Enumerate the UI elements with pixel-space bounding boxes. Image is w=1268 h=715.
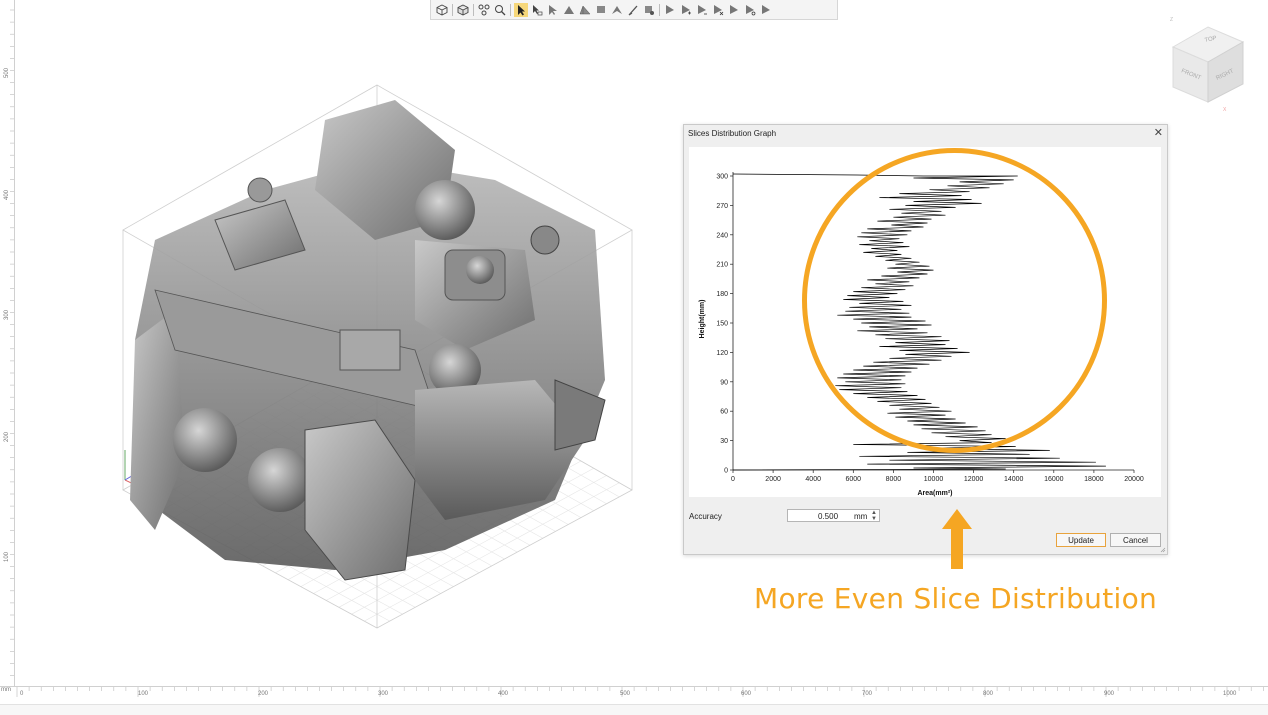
y-tick-label: 90 — [720, 379, 728, 386]
select-plane-icon[interactable] — [663, 3, 677, 17]
x-tick-label: 18000 — [1084, 476, 1104, 483]
x-tick-label: 2000 — [765, 476, 781, 483]
x-tick-label: 0 — [731, 476, 735, 483]
select-paint-icon[interactable] — [642, 3, 656, 17]
status-bar — [0, 704, 1268, 715]
ruler-bottom-label: 300 — [378, 691, 389, 697]
select-box-icon[interactable] — [594, 3, 608, 17]
ruler-left-label: 400 — [4, 189, 10, 200]
grid-line — [364, 482, 620, 622]
horizontal-ruler — [0, 686, 1268, 705]
toolbar-separator — [510, 3, 511, 16]
highlight-circle — [802, 148, 1107, 453]
resize-grip-icon[interactable] — [1160, 547, 1166, 553]
ruler-left-label: 100 — [4, 551, 10, 562]
y-tick-label: 270 — [716, 203, 728, 210]
ruler-left-label: 300 — [4, 309, 10, 320]
close-icon[interactable]: ✕ — [1153, 127, 1163, 139]
y-axis-label: Height(mm) — [699, 300, 706, 339]
ruler-bottom-label: 200 — [258, 691, 269, 697]
ruler-bottom-label: 100 — [138, 691, 149, 697]
accuracy-input[interactable]: 0.500 mm ▲ ▼ — [787, 509, 880, 522]
select-ok-icon[interactable] — [727, 3, 741, 17]
select-check-icon[interactable] — [759, 3, 773, 17]
ruler-bottom-label: 600 — [741, 691, 752, 697]
update-button[interactable]: Update — [1056, 533, 1106, 547]
select-brush-icon[interactable] — [626, 3, 640, 17]
y-tick-label: 60 — [720, 409, 728, 416]
y-tick-label: 300 — [716, 174, 728, 181]
x-axis-label: Area(mm²) — [917, 490, 952, 497]
build-volume-viewport[interactable] — [115, 80, 645, 640]
y-tick-label: 0 — [724, 468, 728, 475]
toolbar-separator — [659, 3, 660, 16]
ruler-bottom-label: 0 — [20, 691, 24, 697]
cube-iso-icon[interactable] — [456, 3, 470, 17]
toolbar-separator — [452, 3, 453, 16]
select-body-icon[interactable] — [562, 3, 576, 17]
x-tick-label: 20000 — [1124, 476, 1144, 483]
y-tick-label: 30 — [720, 438, 728, 445]
select-x-icon[interactable] — [711, 3, 725, 17]
grid-line — [351, 475, 607, 615]
zoom-icon[interactable] — [493, 3, 507, 17]
toolbar-separator — [473, 3, 474, 16]
y-tick-label: 120 — [716, 350, 728, 357]
ruler-bottom-label: 900 — [1104, 691, 1115, 697]
y-tick-label: 210 — [716, 262, 728, 269]
axis-x-label: X — [1223, 107, 1227, 112]
ruler-bottom-label: 500 — [620, 691, 631, 697]
x-tick-label: 6000 — [846, 476, 862, 483]
ruler-bottom-label: 1000 — [1223, 691, 1237, 697]
ruler-left-label: 500 — [4, 67, 10, 78]
accuracy-label: Accuracy — [689, 512, 722, 521]
annotation-caption: More Even Slice Distribution — [754, 582, 1158, 615]
select-area-icon[interactable] — [530, 3, 544, 17]
y-tick-label: 240 — [716, 232, 728, 239]
view-toolbar — [430, 0, 838, 20]
dialog-title: Slices Distribution Graph — [688, 129, 777, 138]
select-cycle-icon[interactable] — [743, 3, 757, 17]
ruler-unit: mm — [1, 687, 11, 693]
select-face-icon[interactable] — [546, 3, 560, 17]
view-cube-top-label[interactable]: TOP — [1204, 36, 1217, 44]
highlight-arrow-icon — [942, 509, 972, 569]
vertical-ruler — [0, 0, 15, 686]
x-tick-label: 16000 — [1044, 476, 1064, 483]
x-tick-label: 10000 — [924, 476, 944, 483]
y-tick-label: 150 — [716, 321, 728, 328]
explode-icon[interactable] — [477, 3, 491, 17]
x-tick-label: 8000 — [886, 476, 902, 483]
x-tick-label: 12000 — [964, 476, 984, 483]
spinner-icon[interactable]: ▲ ▼ — [871, 510, 877, 522]
select-group-icon[interactable] — [578, 3, 592, 17]
accuracy-unit: mm — [854, 512, 868, 521]
axis-z-label: Z — [1170, 17, 1173, 23]
x-tick-label: 14000 — [1004, 476, 1024, 483]
cube-view-icon[interactable] — [435, 3, 449, 17]
x-tick-label: 4000 — [805, 476, 821, 483]
select-arrow-icon[interactable] — [514, 2, 528, 17]
accuracy-value[interactable]: 0.500 — [818, 512, 839, 521]
view-cube[interactable]: TOP FRONT RIGHT Z X — [1163, 12, 1263, 113]
y-tick-label: 180 — [716, 291, 728, 298]
ruler-bottom-label: 700 — [862, 691, 873, 697]
cancel-button[interactable]: Cancel — [1110, 533, 1161, 547]
select-lasso-icon[interactable] — [610, 3, 624, 17]
select-minus-icon[interactable] — [695, 3, 709, 17]
select-plus-icon[interactable] — [679, 3, 693, 17]
ruler-bottom-label: 400 — [498, 691, 509, 697]
ruler-left-label: 200 — [4, 431, 10, 442]
packed-parts — [130, 100, 606, 581]
ruler-bottom-label: 800 — [983, 691, 994, 697]
